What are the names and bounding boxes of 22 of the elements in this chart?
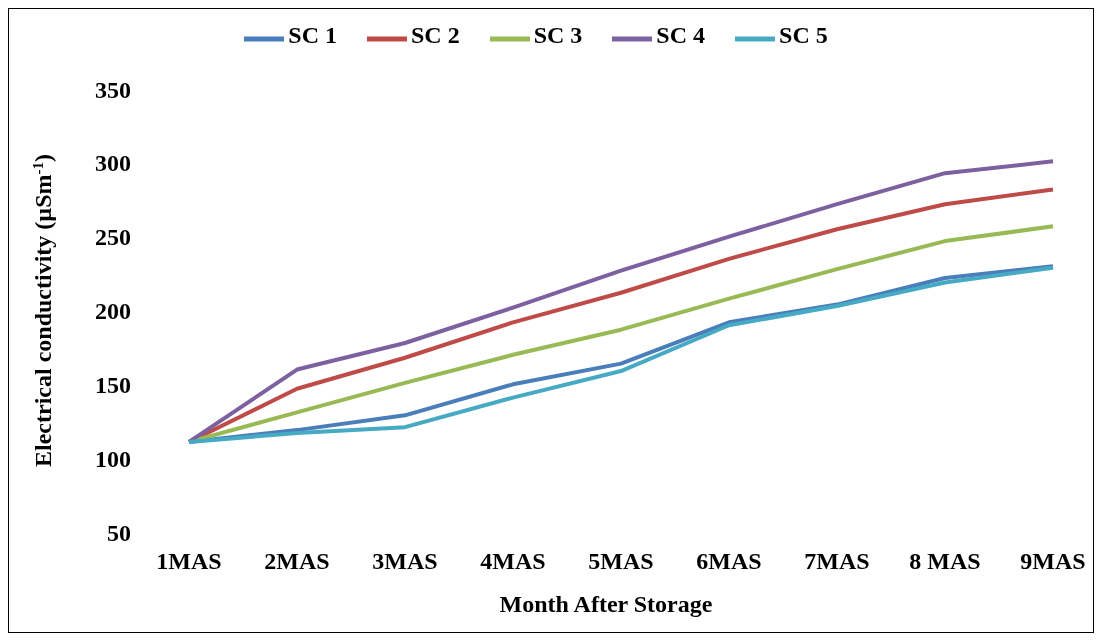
x-tick-label: 8 MAS (909, 548, 981, 575)
x-tick-label: 7MAS (804, 548, 870, 575)
legend-label: SC 2 (410, 21, 460, 48)
x-tick-label: 9MAS (1020, 548, 1086, 575)
legend-label: SC 4 (656, 21, 706, 48)
x-tick-label: 5MAS (588, 548, 654, 575)
x-tick-label: 4MAS (480, 548, 546, 575)
y-tick-label: 100 (95, 445, 131, 472)
x-tick-label: 2MAS (264, 548, 330, 575)
y-tick-label: 250 (95, 224, 131, 251)
x-tick-label: 3MAS (372, 548, 438, 575)
x-axis-title: Month After Storage (499, 591, 713, 617)
x-tick-label: 6MAS (696, 548, 762, 575)
legend-label: SC 1 (288, 21, 337, 48)
legend-label: SC 5 (779, 21, 828, 48)
y-tick-label: 350 (95, 76, 131, 103)
x-tick-label: 1MAS (156, 548, 222, 575)
y-tick-label: 150 (95, 371, 131, 398)
legend-label: SC 3 (533, 21, 583, 48)
y-tick-label: 300 (95, 150, 131, 177)
y-tick-label: 200 (95, 298, 131, 325)
y-tick-label: 50 (107, 519, 131, 546)
